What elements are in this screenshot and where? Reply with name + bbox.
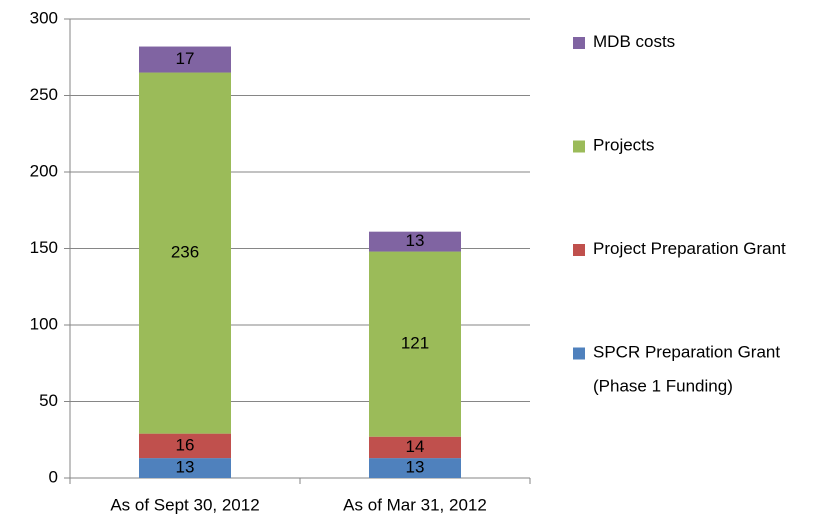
data-label: 236: [171, 243, 199, 262]
bar-segment: [369, 251, 461, 437]
bar-segment: [139, 72, 231, 434]
bar-segment: [139, 46, 231, 73]
bar-segment: [369, 231, 461, 252]
y-tick-label: 200: [30, 161, 58, 180]
data-label: 13: [176, 458, 195, 477]
legend-line: Project Preparation Grant: [593, 239, 786, 258]
legend-label: SPCR Preparation Grant (Phase 1 Funding): [593, 343, 785, 396]
y-tick-label: 50: [39, 391, 58, 410]
data-label: 14: [406, 437, 425, 456]
data-label: 17: [176, 49, 195, 68]
x-tick-label: As of Sept 30, 2012: [110, 495, 259, 514]
legend-label: MDB costs: [593, 32, 675, 51]
y-tick-label: 0: [49, 467, 58, 486]
bar-segment: [139, 458, 231, 478]
data-label: 16: [176, 435, 195, 454]
y-tick-label: 100: [30, 314, 58, 333]
legend-line: Projects: [593, 136, 654, 155]
legend-line: SPCR Preparation Grant: [593, 343, 785, 362]
bar-segment: [139, 433, 231, 459]
legend-line: (Phase 1 Funding): [593, 377, 733, 396]
legend-swatch: [573, 347, 585, 360]
legend-swatch: [573, 37, 585, 49]
y-tick-label: 150: [30, 238, 58, 257]
data-label: 13: [406, 231, 425, 250]
bar-segment: [369, 436, 461, 459]
bar-segment: [369, 458, 461, 478]
y-tick-label: 300: [30, 8, 58, 27]
data-label: 13: [406, 458, 425, 477]
legend-label: Project Preparation Grant: [593, 239, 786, 258]
legend-swatch: [573, 140, 585, 153]
legend-label: Projects: [593, 136, 654, 155]
data-label: 121: [401, 334, 429, 353]
legend-line: MDB costs: [593, 32, 675, 51]
x-tick-label: As of Mar 31, 2012: [343, 495, 487, 514]
y-tick-label: 250: [30, 85, 58, 104]
legend-swatch: [573, 244, 585, 256]
